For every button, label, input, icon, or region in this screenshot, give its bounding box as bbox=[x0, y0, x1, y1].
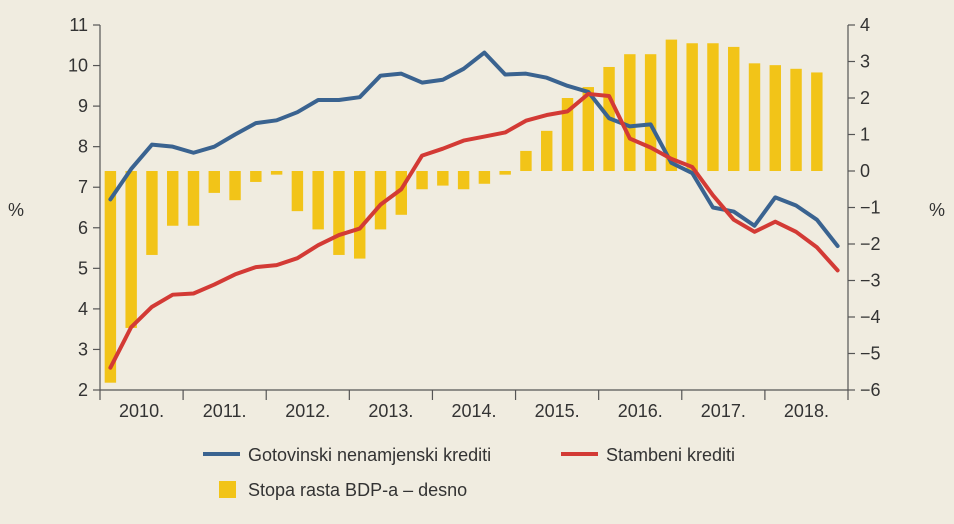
gdp-growth-bar bbox=[624, 54, 636, 172]
gdp-growth-bar bbox=[104, 171, 117, 383]
legend-label-stambeni: Stambeni krediti bbox=[606, 445, 735, 465]
gdp-growth-bar bbox=[374, 171, 387, 230]
left-tick-label: 4 bbox=[78, 299, 88, 319]
legend-label-gotovinski: Gotovinski nenamjenski krediti bbox=[248, 445, 491, 465]
x-tick-label: 2013. bbox=[368, 401, 413, 421]
gdp-growth-bar bbox=[582, 87, 594, 171]
gdp-growth-bar bbox=[644, 54, 657, 172]
right-tick-label: −6 bbox=[860, 380, 881, 400]
left-tick-label: 11 bbox=[69, 15, 88, 35]
gdp-growth-bar bbox=[811, 72, 823, 171]
right-tick-label: −5 bbox=[860, 344, 881, 364]
gdp-growth-bar bbox=[541, 130, 553, 171]
gdp-growth-bar bbox=[686, 43, 698, 171]
gdp-growth-bar bbox=[457, 171, 470, 190]
gdp-growth-bar bbox=[250, 171, 262, 182]
gdp-growth-bar bbox=[333, 171, 345, 255]
x-tick-label: 2018. bbox=[784, 401, 829, 421]
right-tick-label: 0 bbox=[860, 161, 870, 181]
gdp-growth-bar bbox=[769, 65, 781, 171]
gdp-growth-bar bbox=[291, 171, 304, 212]
gdp-growth-bar bbox=[478, 171, 491, 184]
gdp-growth-bar bbox=[270, 171, 283, 175]
x-tick-label: 2016. bbox=[618, 401, 663, 421]
legend-label-bdp: Stopa rasta BDP-a – desno bbox=[248, 480, 467, 500]
gdp-growth-bar bbox=[125, 171, 137, 328]
x-tick-label: 2015. bbox=[535, 401, 580, 421]
left-tick-label: 8 bbox=[78, 137, 88, 157]
gdp-growth-bar bbox=[167, 171, 179, 226]
lines-layer bbox=[108, 50, 840, 370]
gdp-growth-bar bbox=[354, 171, 366, 259]
gdp-growth-bar bbox=[728, 46, 740, 171]
left-tick-label: 3 bbox=[78, 339, 88, 359]
gdp-growth-bar bbox=[187, 171, 200, 226]
right-tick-label: −4 bbox=[860, 307, 881, 327]
axes-layer: 2 3 4 5 6 7 8 9 10 11 −6 −5 −4 −3 −2 −1 0 1 2 3 4 2010. 2011. 2… bbox=[68, 15, 881, 421]
right-tick-label: 2 bbox=[860, 88, 870, 108]
right-tick-label: −3 bbox=[860, 271, 881, 291]
gdp-growth-bar bbox=[312, 171, 324, 230]
line-gotovinski-krediti bbox=[108, 50, 840, 249]
legend: Gotovinski nenamjenski krediti Stambeni … bbox=[203, 445, 735, 500]
left-tick-label: 10 bbox=[68, 56, 88, 76]
gdp-growth-bar bbox=[395, 171, 407, 215]
gdp-growth-bar bbox=[748, 63, 761, 171]
gdp-growth-bar bbox=[561, 98, 574, 171]
right-tick-label: −2 bbox=[860, 234, 881, 254]
legend-swatch-bdp bbox=[219, 481, 236, 498]
left-tick-label: 6 bbox=[78, 218, 88, 238]
bars-layer bbox=[104, 39, 823, 383]
gdp-growth-bar bbox=[499, 171, 511, 175]
gdp-growth-bar bbox=[520, 150, 532, 171]
right-tick-label: 1 bbox=[860, 125, 870, 145]
x-tick-label: 2010. bbox=[119, 401, 164, 421]
right-tick-label: 4 bbox=[860, 15, 870, 35]
line-stambeni-krediti bbox=[108, 91, 840, 370]
left-tick-label: 9 bbox=[78, 96, 88, 116]
gdp-growth-bar bbox=[790, 68, 802, 171]
gdp-growth-bar bbox=[229, 171, 241, 201]
x-tick-label: 2017. bbox=[701, 401, 746, 421]
left-axis-unit-label: % bbox=[8, 200, 24, 220]
gdp-growth-bar bbox=[416, 171, 428, 190]
gdp-growth-bar bbox=[437, 171, 449, 186]
gdp-growth-bar bbox=[146, 171, 158, 255]
gdp-growth-bar bbox=[707, 43, 719, 171]
x-tick-label: 2011. bbox=[203, 401, 247, 421]
gdp-growth-bar bbox=[208, 171, 220, 193]
right-tick-label: 3 bbox=[860, 52, 870, 72]
right-axis-unit-label: % bbox=[929, 200, 945, 220]
left-tick-label: 7 bbox=[78, 177, 88, 197]
right-tick-label: −1 bbox=[860, 198, 881, 218]
x-tick-label: 2012. bbox=[285, 401, 330, 421]
gdp-growth-bar bbox=[665, 39, 678, 171]
left-tick-label: 5 bbox=[78, 258, 88, 278]
left-tick-label: 2 bbox=[78, 380, 88, 400]
x-tick-label: 2014. bbox=[451, 401, 496, 421]
